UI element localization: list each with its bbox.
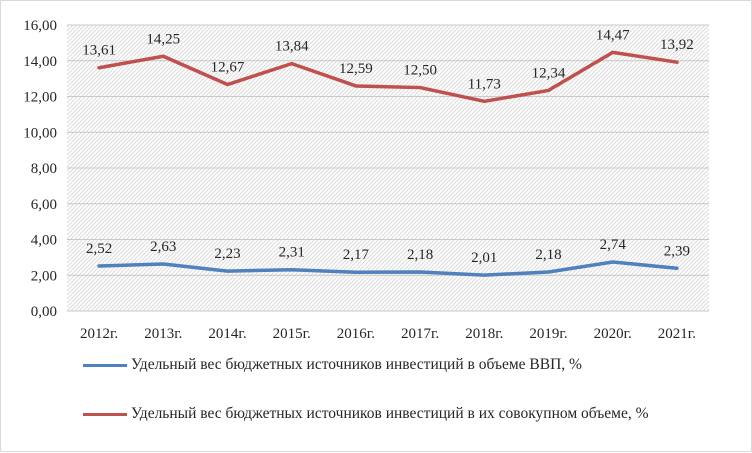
x-tick-label: 2017г. (401, 326, 439, 342)
data-point (675, 60, 679, 64)
data-point (354, 270, 358, 274)
x-tick-label: 2020г. (594, 326, 632, 342)
data-point (482, 273, 486, 277)
y-tick-label: 14,00 (23, 54, 57, 70)
data-point (611, 50, 615, 54)
data-label: 14,47 (596, 27, 630, 43)
data-label: 2,39 (664, 243, 690, 259)
data-point (418, 86, 422, 90)
x-tick-label: 2015г. (273, 326, 311, 342)
data-point (97, 66, 101, 70)
y-tick-label: 12,00 (23, 90, 57, 106)
x-tick-label: 2012г. (80, 326, 118, 342)
data-point (547, 270, 550, 274)
data-label: 12,59 (339, 61, 373, 77)
data-label: 2,01 (471, 250, 497, 266)
data-label: 2,18 (407, 247, 433, 263)
data-label: 13,84 (275, 39, 309, 55)
series (97, 50, 679, 277)
x-tick-label: 2021г. (658, 326, 696, 342)
data-point (97, 264, 101, 268)
series-line-1 (97, 50, 679, 104)
y-axis-ticks: 0,00 2,00 4,00 6,00 8,00 10,00 12,00 14,00 16,00 (23, 18, 57, 320)
data-point (611, 260, 615, 264)
data-point (354, 84, 358, 88)
data-label: 2,17 (343, 247, 370, 263)
series-line-0 (97, 260, 679, 277)
data-label: 2,52 (86, 241, 112, 257)
data-label: 2,63 (150, 239, 176, 255)
data-label: 2,74 (600, 237, 627, 253)
y-tick-label: 16,00 (23, 18, 57, 34)
y-tick-label: 6,00 (31, 197, 57, 213)
data-label: 2,31 (279, 245, 305, 261)
data-point (675, 266, 679, 270)
x-tick-label: 2018г. (465, 326, 503, 342)
legend-swatch-gdp (83, 364, 127, 367)
data-point (290, 62, 294, 66)
x-tick-label: 2013г. (144, 326, 182, 342)
x-axis-ticks: 2012г. 2013г. 2014г. 2015г. 2016г. 2017г. 2018… (80, 326, 696, 342)
legend-swatch-total (83, 413, 127, 416)
data-label: 14,25 (146, 31, 180, 47)
x-tick-label: 2014г. (208, 326, 246, 342)
data-point (161, 54, 165, 58)
data-label: 2,18 (535, 247, 561, 263)
y-tick-label: 0,00 (31, 304, 57, 320)
data-label: 2,23 (214, 246, 240, 262)
x-tick-label: 2019г. (529, 326, 567, 342)
legend-label-gdp: Удельный вес бюджетных источников инвест… (131, 356, 582, 373)
data-point (418, 270, 422, 274)
x-tick-label: 2016г. (337, 326, 375, 342)
data-point (226, 83, 229, 87)
data-point (161, 262, 165, 266)
data-label: 13,61 (82, 43, 116, 59)
legend-label-total: Удельный вес бюджетных источников инвест… (131, 405, 649, 422)
data-label: 13,92 (660, 37, 694, 53)
y-tick-label: 8,00 (31, 161, 57, 177)
data-point (547, 88, 550, 92)
data-label: 12,50 (403, 63, 437, 79)
y-tick-label: 4,00 (31, 233, 57, 249)
data-point (482, 99, 486, 103)
data-label: 12,34 (532, 65, 566, 81)
y-tick-label: 2,00 (31, 268, 57, 284)
y-tick-label: 10,00 (23, 125, 57, 141)
data-label: 11,73 (468, 76, 501, 92)
data-point (290, 268, 294, 272)
data-point (226, 269, 229, 273)
data-label: 12,67 (211, 60, 245, 76)
data-labels: 2,52 2,63 2,23 2,31 2,17 2,18 2,01 2,18 2,74 2,39… (82, 27, 694, 266)
